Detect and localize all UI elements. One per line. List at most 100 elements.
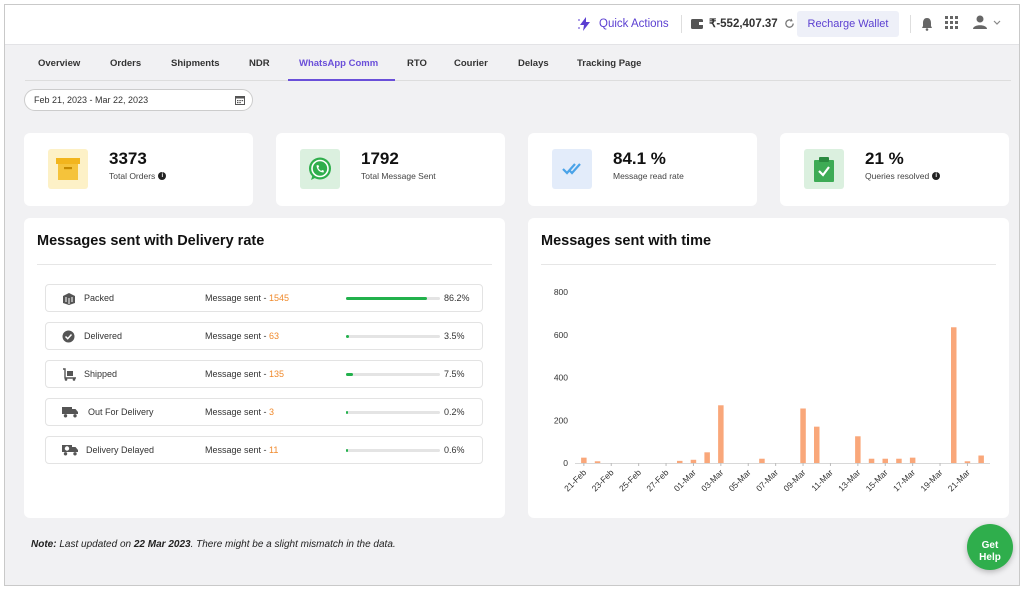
refresh-icon[interactable] [784,17,795,29]
get-help-button[interactable]: Get Help [967,524,1013,570]
progress-fill [346,373,354,376]
y-tick-label: 200 [554,415,568,425]
chevron-down-icon[interactable] [993,20,1001,25]
date-range-value: Feb 21, 2023 - Mar 22, 2023 [34,95,149,105]
divider [681,15,682,33]
chart-bar [964,461,971,463]
x-tick-label: 25-Feb [617,467,643,493]
tab-ndr[interactable]: NDR [249,58,270,69]
package-icon [63,293,75,305]
progress-fill [346,411,349,414]
quick-actions-label: Quick Actions [599,18,669,30]
delivery-rate-panel: Messages sent with Delivery rate Packed … [24,218,505,518]
stat-value: 21 % [865,149,904,168]
row-label: Delivery Delayed [86,445,155,455]
tab-rto[interactable]: RTO [407,58,427,69]
active-tab-indicator [288,79,395,81]
chart-bar [909,457,916,463]
messages-time-panel: Messages sent with time 0 200 400 600 800 21-… [528,218,1009,518]
divider [37,264,492,265]
trolley-icon [63,368,76,381]
quick-actions-button[interactable]: Quick Actions [577,16,669,32]
chart-bar [896,458,902,463]
progress-fill [346,297,428,300]
y-tick-label: 400 [554,373,568,383]
stat-value: 3373 [109,149,147,168]
x-tick-label: 21-Feb [562,467,588,493]
progress-fill [346,449,349,452]
tab-delays[interactable]: Delays [518,58,549,69]
clipboard-check-icon [804,149,844,189]
list-item: Packed Message sent - 1545 86.2% [45,284,483,312]
list-item: Delivery Delayed Message sent - 11 0.6% [45,436,483,464]
footer-note: Note: Last updated on 22 Mar 2023. There… [31,539,396,550]
tab-whatsapp-comm[interactable]: WhatsApp Comm [299,58,379,69]
chart-bar [704,452,710,463]
x-tick-label: 21-Mar [946,467,972,493]
chart-bar [800,408,806,463]
chart-bar [951,327,957,463]
stat-card-total-messages: 1792 Total Message Sent [276,133,505,206]
x-tick-label: 15-Mar [864,467,890,493]
chart-bar [594,461,601,463]
tab-orders[interactable]: Orders [110,58,142,69]
bell-icon[interactable] [921,17,933,31]
chart-bar [581,457,587,463]
row-message-count: Message sent - 63 [205,331,280,341]
whatsapp-icon [300,149,340,189]
tab-courier[interactable]: Courier [454,58,488,69]
x-tick-label: 03-Mar [699,467,725,493]
x-tick-label: 09-Mar [781,467,807,493]
stat-value: 84.1 % [613,149,666,168]
row-percent: 86.2% [444,293,470,303]
wallet-balance: ₹-552,407.37 [691,16,795,30]
user-avatar-icon[interactable] [973,15,987,29]
y-tick-label: 0 [563,458,568,468]
tab-bar: Overview Orders Shipments NDR WhatsApp C… [25,53,1011,81]
x-tick-label: 05-Mar [727,467,753,493]
apps-grid-icon[interactable] [945,16,958,29]
stat-card-total-orders: 3373 Total Orders i [24,133,253,206]
stat-card-queries-resolved: 21 % Queries resolved i [780,133,1009,206]
tab-shipments[interactable]: Shipments [171,58,220,69]
chart-bar [759,458,765,463]
row-percent: 7.5% [444,369,465,379]
stat-label: Total Message Sent [361,171,436,181]
stat-label: Total Orders i [109,171,167,181]
chart-bar [978,455,984,463]
x-tick-label: 23-Feb [590,467,616,493]
calendar-icon [235,96,245,105]
lightning-icon [578,17,590,31]
top-bar: Quick Actions ₹-552,407.37 Recharge Wall… [5,5,1019,45]
row-label: Packed [84,293,115,303]
tab-tracking-page[interactable]: Tracking Page [577,58,642,69]
date-range-picker[interactable]: Feb 21, 2023 - Mar 22, 2023 [24,89,253,111]
progress-bar [346,297,440,300]
x-tick-label: 01-Mar [672,467,698,493]
x-tick-label: 07-Mar [754,467,780,493]
info-icon[interactable]: i [158,172,167,180]
divider [541,264,996,265]
list-item: Shipped Message sent - 135 7.5% [45,360,483,388]
list-item: Delivered Message sent - 63 3.5% [45,322,483,350]
recharge-wallet-button[interactable]: Recharge Wallet [797,11,899,37]
info-icon[interactable]: i [932,172,941,180]
chart-bar [814,426,820,463]
row-percent: 0.2% [444,407,465,417]
wallet-amount: ₹-552,407.37 [709,18,778,30]
divider [910,15,911,33]
check-circle-icon [62,330,75,343]
row-label: Delivered [84,331,123,341]
row-message-count: Message sent - 11 [205,445,279,455]
progress-bar [346,335,440,338]
list-item: Out For Delivery Message sent - 3 0.2% [45,398,483,426]
progress-bar [346,373,440,376]
messages-bar-chart: 0 200 400 600 800 21-Feb 23-Feb 25-Feb 27-Feb 01-… [554,287,990,493]
row-percent: 0.6% [444,445,465,455]
row-message-count: Message sent - 135 [205,369,285,379]
tab-overview[interactable]: Overview [38,58,81,69]
truck-clock-icon [62,445,78,456]
chart-bar [690,459,697,463]
row-label: Shipped [84,369,118,379]
progress-bar [346,449,440,452]
